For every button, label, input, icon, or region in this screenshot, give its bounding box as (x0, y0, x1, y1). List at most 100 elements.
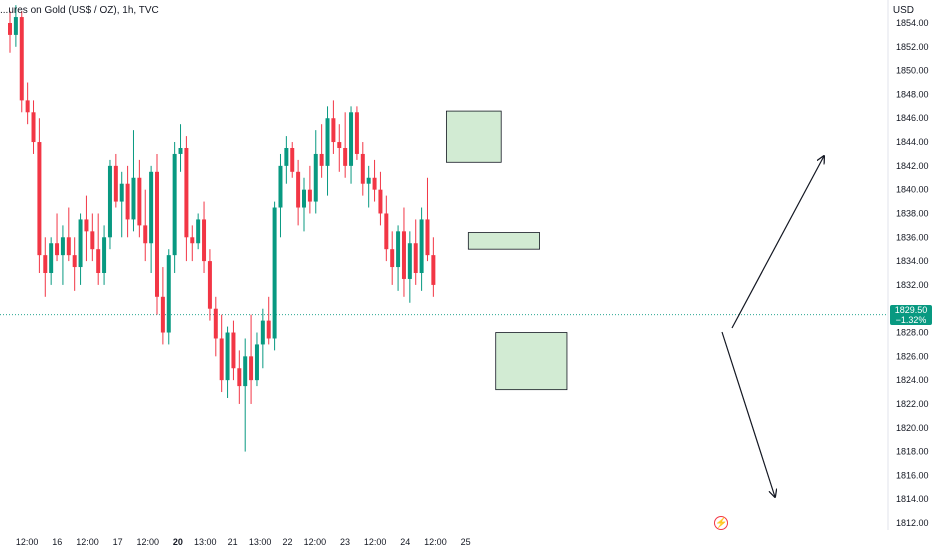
candle-body (396, 231, 401, 268)
candle-body (243, 356, 248, 387)
supply-demand-zone (467, 232, 540, 250)
supply-demand-zone (495, 332, 568, 391)
candle-body (313, 153, 318, 202)
candle-body (237, 368, 242, 387)
candle-body (119, 183, 124, 202)
bullish-arrow (731, 156, 824, 329)
candle-body (160, 296, 165, 333)
candle-body (302, 189, 306, 208)
candle-body (19, 17, 24, 101)
y-tick-label: 1850.00 (896, 66, 929, 76)
candle-body (319, 153, 324, 166)
candle-body (260, 320, 265, 345)
candle-body (343, 148, 348, 166)
y-tick-label: 1836.00 (896, 232, 929, 242)
candle-body (137, 177, 142, 226)
flash-icon[interactable]: ⚡ (714, 516, 728, 530)
candle-body (125, 183, 130, 220)
y-tick-label: 1852.00 (896, 42, 929, 52)
candle-body (84, 219, 89, 232)
candle-body (219, 338, 224, 381)
candle-body (96, 249, 101, 273)
x-tick-label: 13:00 (249, 537, 272, 547)
candle-body (213, 308, 218, 339)
candle-body (407, 243, 412, 279)
candle-body (166, 255, 171, 333)
y-tick-label: 1824.00 (896, 375, 929, 385)
candle-body (390, 249, 395, 268)
candle-body (131, 177, 136, 220)
y-tick-label: 1832.00 (896, 280, 929, 290)
candle-body (290, 148, 295, 172)
x-tick-label: 12:00 (136, 537, 159, 547)
candle-body (43, 255, 48, 273)
candle-body (37, 142, 42, 256)
candle-body (419, 219, 424, 273)
candle-body (401, 231, 406, 279)
candle-body (337, 142, 342, 148)
x-tick-label: 12:00 (364, 537, 387, 547)
y-tick-label: 1840.00 (896, 185, 929, 195)
currency-label: USD (892, 5, 914, 16)
candle-body (149, 171, 154, 244)
y-tick-label: 1812.00 (896, 518, 929, 528)
candle-body (8, 23, 12, 35)
y-tick-label: 1846.00 (896, 113, 929, 123)
candle-body (272, 207, 277, 339)
candle-body (431, 255, 436, 285)
x-tick-label: 16 (52, 537, 62, 547)
candle-body (72, 255, 77, 268)
candle-body (325, 118, 330, 166)
last-price-change: −1.32% (895, 314, 927, 325)
candle-body (60, 237, 65, 256)
candle-body (31, 112, 36, 143)
y-tick-label: 1842.00 (896, 161, 929, 171)
candle-body (225, 332, 230, 381)
candle-body (331, 118, 336, 143)
y-tick-label: 1822.00 (896, 399, 929, 409)
x-tick-label: 12:00 (76, 537, 99, 547)
candle-body (113, 165, 118, 202)
y-tick-label: 1844.00 (896, 137, 929, 147)
candle-body (66, 237, 71, 256)
candle-body (178, 148, 183, 154)
y-tick-label: 1854.00 (896, 18, 929, 28)
candle-body (366, 177, 371, 184)
candle-body (49, 243, 54, 273)
candle-body (231, 332, 236, 369)
candle-body (190, 237, 195, 244)
y-tick-label: 1828.00 (896, 328, 929, 338)
candle-body (254, 344, 259, 381)
candle-body (413, 243, 418, 273)
x-tick-label: 25 (461, 537, 471, 547)
x-tick-label: 21 (228, 537, 238, 547)
candle-body (13, 17, 18, 35)
candle-body (55, 243, 60, 256)
last-price-badge: 1829.50 −1.32% (890, 304, 932, 325)
candle-body (360, 153, 365, 184)
x-tick-label: 17 (113, 537, 123, 547)
candle-body (102, 237, 107, 273)
supply-demand-zone (445, 110, 502, 163)
candle-body (384, 213, 389, 250)
x-tick-label: 20 (173, 537, 183, 547)
candle-body (296, 171, 301, 208)
last-price-value: 1829.50 (894, 304, 928, 315)
chart-title: ...ures on Gold (US$ / OZ), 1h, TVC (0, 5, 159, 16)
candle-body (425, 219, 430, 256)
candle-body (354, 112, 359, 154)
candle-body (349, 112, 354, 166)
y-tick-label: 1826.00 (896, 351, 929, 361)
candle-body (202, 219, 207, 262)
y-tick-label: 1814.00 (896, 494, 929, 504)
candle-body (184, 148, 189, 238)
x-tick-label: 12:00 (424, 537, 447, 547)
y-tick-label: 1818.00 (896, 447, 929, 457)
y-tick-label: 1834.00 (896, 256, 929, 266)
candle-body (107, 165, 112, 238)
bearish-arrow (721, 331, 775, 497)
candle-body (143, 225, 148, 244)
y-tick-label: 1838.00 (896, 208, 929, 218)
